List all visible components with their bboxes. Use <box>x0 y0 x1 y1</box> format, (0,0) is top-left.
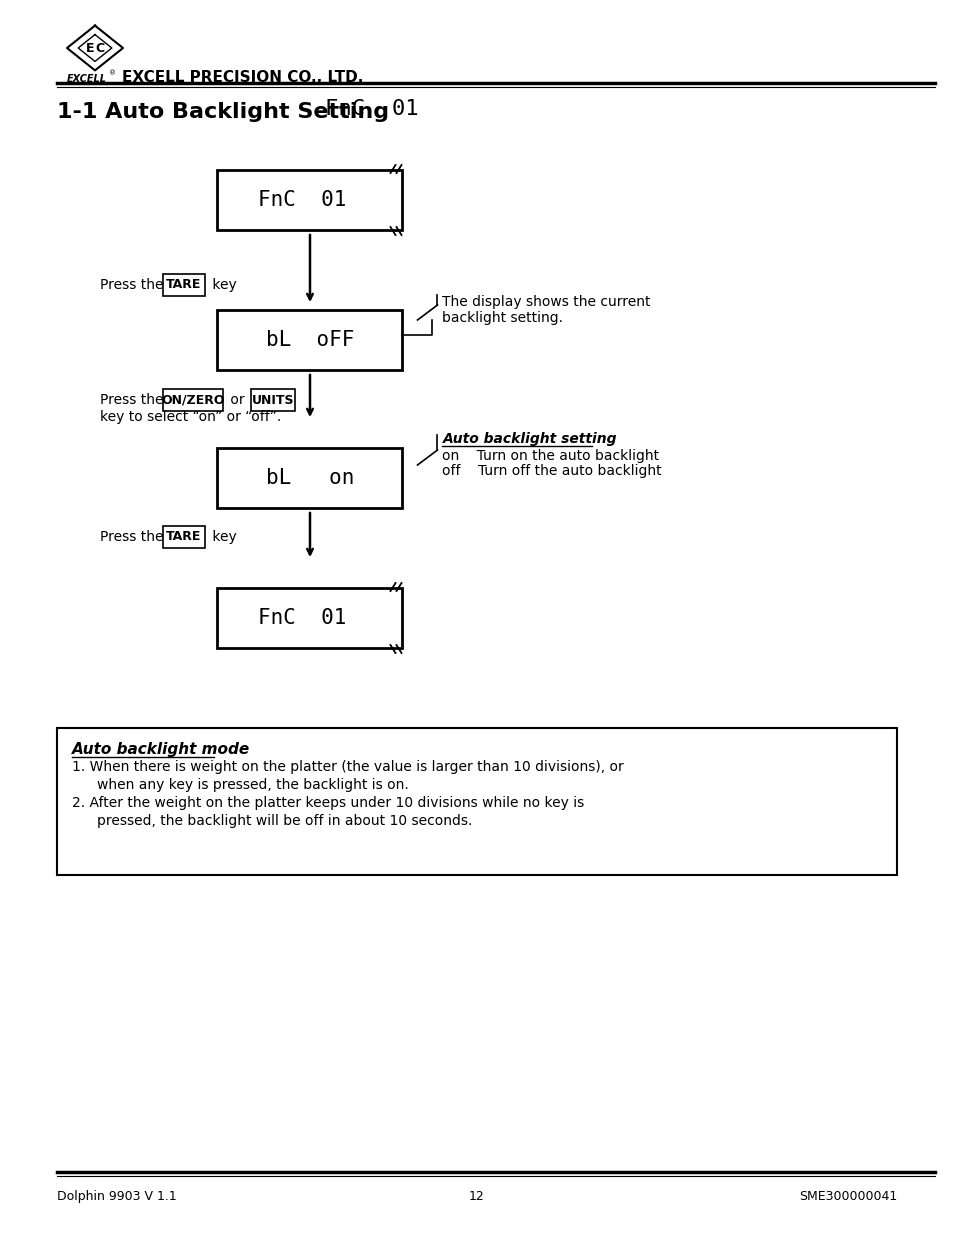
Text: bL  oFF: bL oFF <box>266 330 354 350</box>
FancyBboxPatch shape <box>163 526 205 548</box>
Text: Dolphin 9903 V 1.1: Dolphin 9903 V 1.1 <box>57 1191 176 1203</box>
Text: 2. After the weight on the platter keeps under 10 divisions while no key is: 2. After the weight on the platter keeps… <box>71 797 583 810</box>
Text: Press the: Press the <box>100 393 168 408</box>
Text: FnC  01: FnC 01 <box>257 190 346 210</box>
FancyBboxPatch shape <box>251 389 294 411</box>
Text: EXCELL PRECISION CO., LTD.: EXCELL PRECISION CO., LTD. <box>122 70 363 85</box>
Text: ON/ZERO: ON/ZERO <box>161 394 225 406</box>
Text: SME300000041: SME300000041 <box>798 1191 896 1203</box>
Text: or: or <box>226 393 249 408</box>
Text: pressed, the backlight will be off in about 10 seconds.: pressed, the backlight will be off in ab… <box>97 814 472 827</box>
Text: off    Turn off the auto backlight: off Turn off the auto backlight <box>442 464 661 478</box>
Text: FnC  01: FnC 01 <box>325 99 418 119</box>
Text: TARE: TARE <box>166 531 201 543</box>
Text: when any key is pressed, the backlight is on.: when any key is pressed, the backlight i… <box>97 778 408 792</box>
Text: UNITS: UNITS <box>252 394 294 406</box>
Text: 12: 12 <box>469 1191 484 1203</box>
Text: key: key <box>208 530 236 543</box>
Text: Auto backlight setting: Auto backlight setting <box>442 432 617 446</box>
Text: backlight setting.: backlight setting. <box>442 311 563 325</box>
Text: ®: ® <box>109 70 116 77</box>
FancyBboxPatch shape <box>163 389 223 411</box>
Text: Press the: Press the <box>100 278 168 291</box>
Text: on    Turn on the auto backlight: on Turn on the auto backlight <box>442 450 659 463</box>
Text: EXCELL: EXCELL <box>67 74 107 84</box>
Text: 1-1 Auto Backlight Setting: 1-1 Auto Backlight Setting <box>57 103 389 122</box>
FancyBboxPatch shape <box>217 310 402 370</box>
Text: Press the: Press the <box>100 530 168 543</box>
Text: FnC  01: FnC 01 <box>257 608 346 629</box>
FancyBboxPatch shape <box>163 274 205 296</box>
Text: 1. When there is weight on the platter (the value is larger than 10 divisions), : 1. When there is weight on the platter (… <box>71 760 623 774</box>
Text: The display shows the current: The display shows the current <box>442 295 650 309</box>
Text: bL   on: bL on <box>266 468 354 488</box>
FancyBboxPatch shape <box>57 727 896 876</box>
Text: E: E <box>86 42 94 54</box>
Text: TARE: TARE <box>166 279 201 291</box>
Text: C: C <box>95 42 105 54</box>
Text: key: key <box>208 278 236 291</box>
Text: key to select “on” or “off”.: key to select “on” or “off”. <box>100 410 281 424</box>
FancyBboxPatch shape <box>217 448 402 508</box>
Text: Auto backlight mode: Auto backlight mode <box>71 742 250 757</box>
